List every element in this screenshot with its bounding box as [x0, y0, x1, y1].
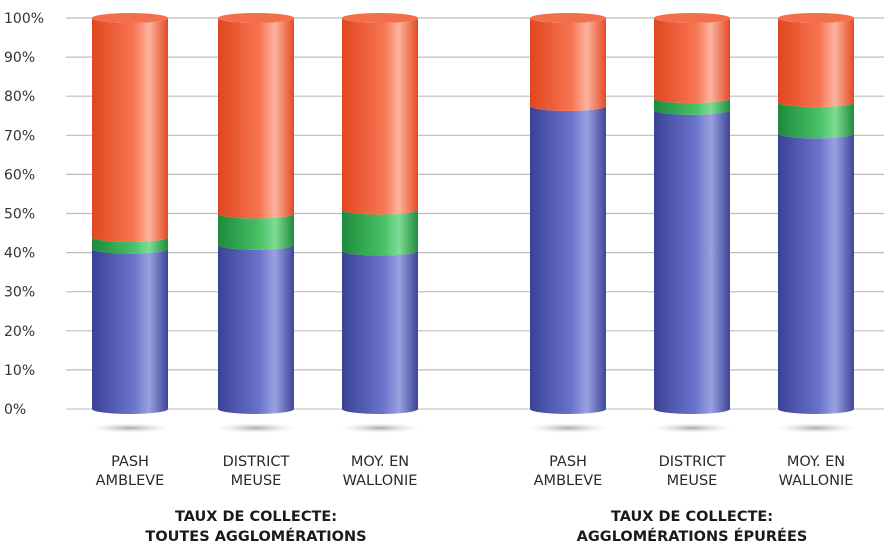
y-tick-label: 80% [4, 89, 35, 105]
bar-segment-green [218, 213, 294, 250]
bar-segment-red [654, 18, 730, 104]
bar [92, 13, 168, 414]
bar-cap [342, 13, 418, 23]
bar-shadow [652, 423, 732, 433]
bar-shadow [216, 423, 296, 433]
bar-segment-red [778, 18, 854, 108]
y-tick-label: 10% [4, 363, 35, 379]
bar-segment-red [92, 18, 168, 242]
group-label: AGGLOMÉRATIONS ÉPURÉES [577, 528, 808, 545]
bar [530, 13, 606, 414]
bar-shadow [340, 423, 420, 433]
bar-segment-green [654, 98, 730, 115]
category-label: MEUSE [231, 473, 282, 489]
bar-shadow [528, 423, 608, 433]
y-tick-label: 20% [4, 324, 35, 340]
bar-segment-green [92, 236, 168, 254]
y-tick-label: 90% [4, 50, 35, 66]
bar-cap [778, 13, 854, 23]
bar-shadows [90, 423, 856, 433]
y-tick-label: 100% [4, 11, 44, 27]
bar-segment-red [218, 18, 294, 219]
bar-segment-blue [218, 244, 294, 414]
bar-segment-green [778, 102, 854, 139]
bar [342, 13, 418, 414]
category-labels: PASH AMBLEVE DISTRICT MEUSE MOY. EN WALLONIE T… [96, 454, 854, 545]
bar [778, 13, 854, 414]
group-label: TOUTES AGGLOMÉRATIONS [145, 528, 366, 545]
bar-shadow [776, 423, 856, 433]
bar-segment-blue [92, 248, 168, 414]
bar-cap [530, 13, 606, 23]
bars [92, 13, 854, 414]
category-label: AMBLEVE [534, 473, 603, 489]
bar-segment-red [530, 18, 606, 111]
bar [218, 13, 294, 414]
y-tick-label: 40% [4, 246, 35, 262]
bar-segment-blue [342, 250, 418, 414]
bar-segment-blue [654, 109, 730, 414]
bar [654, 13, 730, 414]
bar-segment-red [342, 18, 418, 215]
category-label: AMBLEVE [96, 473, 165, 489]
bar-segment-blue [530, 105, 606, 414]
category-label: MOY. EN [787, 454, 845, 470]
y-tick-label: 0% [4, 402, 26, 418]
gridlines [66, 17, 884, 410]
group-label: TAUX DE COLLECTE: [611, 509, 773, 525]
bar-shadow [90, 423, 170, 433]
bar-segment-blue [778, 133, 854, 414]
category-label: DISTRICT [659, 454, 726, 470]
category-label: DISTRICT [223, 454, 290, 470]
category-label: PASH [549, 454, 587, 470]
bar-cap [654, 13, 730, 23]
y-axis-tick-labels: 0% 10% 20% 30% 40% 50% 60% 70% 80% 90% 100% [4, 11, 44, 418]
category-label: PASH [111, 454, 149, 470]
bar-segment-green [342, 209, 418, 256]
y-tick-label: 30% [4, 285, 35, 301]
category-label: MOY. EN [351, 454, 409, 470]
y-tick-label: 50% [4, 207, 35, 223]
bar-cap [218, 13, 294, 23]
category-label: MEUSE [667, 473, 718, 489]
y-tick-label: 70% [4, 128, 35, 144]
bar-cap [92, 13, 168, 23]
category-label: WALLONIE [779, 473, 854, 489]
category-label: WALLONIE [343, 473, 418, 489]
group-label: TAUX DE COLLECTE: [175, 509, 337, 525]
y-tick-label: 60% [4, 167, 35, 183]
